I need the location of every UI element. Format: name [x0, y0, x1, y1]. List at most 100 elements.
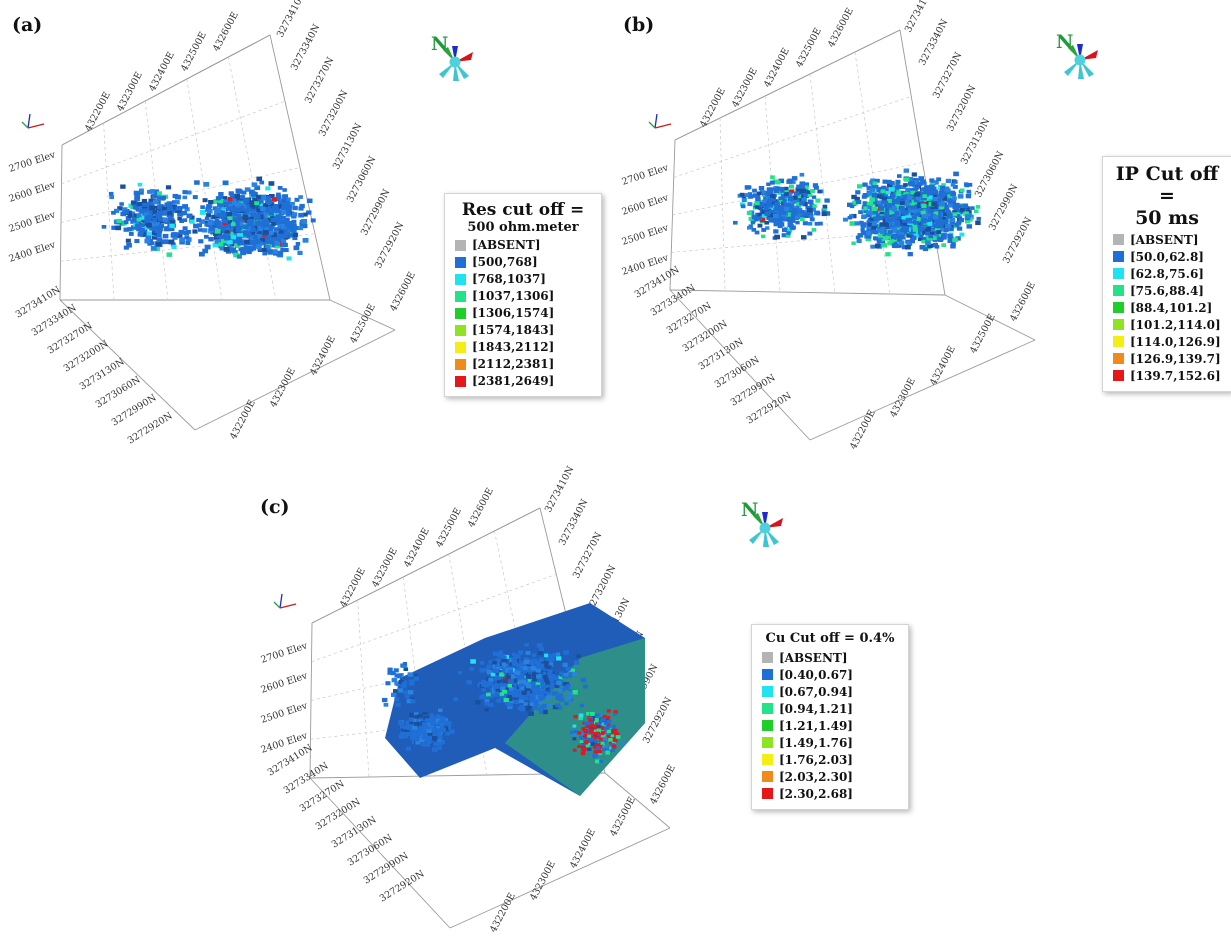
- model-block: [866, 201, 871, 206]
- model-block: [123, 220, 129, 225]
- model-block: [146, 222, 152, 228]
- model-block: [773, 229, 779, 234]
- model-block: [162, 233, 169, 239]
- model-block: [507, 705, 513, 710]
- model-block: [943, 211, 949, 217]
- model-block: [426, 728, 432, 733]
- legend-label: [0.40,0.67]: [779, 667, 853, 682]
- model-block: [881, 185, 887, 190]
- axis-tick-label: 432200E: [228, 398, 258, 441]
- legend-item: [768,1037]: [455, 272, 591, 286]
- model-block: [479, 661, 485, 665]
- model-block: [111, 210, 116, 215]
- model-block: [761, 228, 767, 232]
- model-block: [887, 230, 893, 234]
- model-block: [927, 209, 934, 214]
- model-block: [518, 683, 523, 688]
- model-block: [167, 217, 174, 223]
- model-block: [592, 735, 596, 739]
- axis-tick-label: 432500E: [348, 302, 378, 345]
- model-block: [927, 195, 933, 200]
- model-block: [822, 204, 828, 209]
- model-block: [824, 211, 831, 216]
- grid-lines: [60, 56, 316, 301]
- model-block: [926, 219, 932, 223]
- model-block: [228, 191, 234, 196]
- model-block: [259, 217, 265, 223]
- model-block: [615, 732, 620, 737]
- model-block: [540, 692, 545, 696]
- model-block: [503, 697, 509, 703]
- model-block: [602, 736, 608, 741]
- model-block: [880, 226, 886, 231]
- model-block: [939, 198, 944, 202]
- model-block: [169, 223, 175, 229]
- model-block: [912, 209, 917, 214]
- model-block: [936, 230, 942, 234]
- model-block: [204, 220, 210, 225]
- model-block: [167, 211, 173, 216]
- model-block: [529, 702, 535, 706]
- model-block: [250, 240, 257, 245]
- model-block: [232, 217, 238, 222]
- legend-item: [ABSENT]: [762, 651, 898, 665]
- model-block: [563, 672, 569, 677]
- model-block: [606, 709, 611, 713]
- model-block: [431, 736, 438, 741]
- model-block: [213, 199, 219, 204]
- model-block: [964, 212, 969, 216]
- model-block: [807, 231, 813, 236]
- model-block: [744, 193, 750, 198]
- model-block: [538, 710, 544, 714]
- model-block: [184, 207, 190, 212]
- model-block: [954, 208, 960, 213]
- model-block: [428, 717, 434, 722]
- triad-y: [648, 121, 656, 129]
- legend-item: [1.76,2.03]: [762, 753, 898, 767]
- model-block: [550, 682, 556, 687]
- model-block: [199, 219, 206, 224]
- legend-swatch: [1113, 251, 1124, 263]
- model-block: [264, 245, 271, 250]
- model-block: [602, 714, 607, 718]
- model-block: [383, 703, 389, 707]
- axis-tick-label: 432400E: [308, 334, 338, 377]
- model-block: [224, 229, 230, 234]
- model-block: [432, 724, 439, 729]
- model-block: [286, 256, 292, 261]
- model-block: [400, 731, 405, 736]
- model-block: [549, 680, 554, 685]
- model-block: [184, 235, 190, 240]
- model-block: [900, 201, 906, 206]
- model-block: [970, 206, 975, 210]
- model-block: [903, 168, 909, 173]
- model-block: [927, 243, 933, 249]
- model-block: [217, 224, 223, 229]
- model-block: [256, 208, 262, 213]
- model-block: [391, 692, 397, 697]
- model-block: [783, 206, 790, 212]
- model-block: [768, 204, 773, 208]
- model-block: [580, 737, 585, 740]
- model-block: [748, 216, 754, 221]
- legend-label: [1037,1306]: [472, 289, 555, 304]
- model-block: [549, 657, 554, 661]
- axis-tick-label: 432200E: [848, 408, 878, 451]
- model-block: [484, 701, 490, 706]
- model-blocks: [733, 172, 831, 240]
- model-block: [905, 215, 911, 220]
- model-block: [850, 213, 857, 219]
- model-block: [607, 725, 611, 729]
- model-block: [861, 215, 867, 220]
- model-block: [257, 231, 263, 235]
- model-block: [256, 239, 262, 244]
- model-block: [873, 236, 878, 240]
- model-block: [130, 200, 137, 205]
- model-block: [193, 223, 199, 229]
- model-block: [898, 222, 905, 227]
- model-block: [263, 219, 269, 224]
- model-block: [134, 225, 140, 230]
- model-block: [221, 196, 228, 201]
- model-block: [932, 215, 939, 220]
- panel-a: (a) 432200E 432300E 432400E 432500E 432600E 3…: [0, 0, 615, 465]
